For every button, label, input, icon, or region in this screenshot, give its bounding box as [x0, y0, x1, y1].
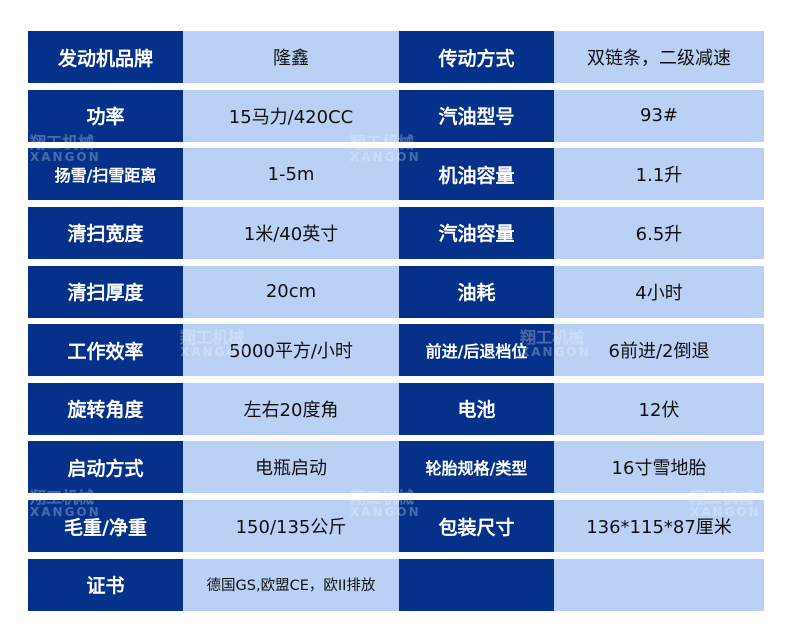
- spec-label: 发动机品牌: [28, 31, 183, 83]
- spec-value: 150/135公斤: [183, 500, 399, 553]
- spec-value: 德国GS,欧盟CE，欧II排放: [183, 558, 399, 611]
- spec-value: 5000平方/小时: [183, 324, 399, 377]
- spec-value: 1米/40英寸: [183, 206, 399, 259]
- spec-label: 清扫宽度: [28, 206, 183, 259]
- spec-value: 136*115*87厘米: [554, 500, 764, 553]
- spec-label: 毛重/净重: [28, 500, 183, 553]
- spec-value: 隆鑫: [183, 31, 399, 83]
- spec-label: 汽油容量: [399, 206, 554, 259]
- spec-value: [554, 558, 764, 611]
- spec-label: 油耗: [399, 265, 554, 318]
- spec-value: 93#: [554, 89, 764, 142]
- spec-label: 前进/后退档位: [399, 324, 554, 377]
- spec-value: 1.1升: [554, 148, 764, 201]
- spec-label: 电池: [399, 382, 554, 435]
- spec-value: 左右20度角: [183, 382, 399, 435]
- spec-label: 包装尺寸: [399, 500, 554, 553]
- spec-label: 轮胎规格/类型: [399, 441, 554, 494]
- spec-value: 双链条，二级减速: [554, 31, 764, 83]
- spec-value: 16寸雪地胎: [554, 441, 764, 494]
- spec-value: 12伏: [554, 382, 764, 435]
- spec-label: 启动方式: [28, 441, 183, 494]
- spec-value: 6前进/2倒退: [554, 324, 764, 377]
- spec-label: 功率: [28, 89, 183, 142]
- spec-value: 1-5m: [183, 148, 399, 201]
- spec-table: 发动机品牌 隆鑫 传动方式 双链条，二级减速功率 15马力/420CC 汽油型号 93# 扬雪…: [28, 31, 764, 611]
- spec-value: 6.5升: [554, 206, 764, 259]
- spec-value: 20cm: [183, 265, 399, 318]
- spec-label: 机油容量: [399, 148, 554, 201]
- spec-label: 旋转角度: [28, 382, 183, 435]
- spec-label: 扬雪/扫雪距离: [28, 148, 183, 201]
- spec-label: 证书: [28, 558, 183, 611]
- spec-label: [399, 558, 554, 611]
- spec-label: 汽油型号: [399, 89, 554, 142]
- spec-value: 电瓶启动: [183, 441, 399, 494]
- spec-label: 工作效率: [28, 324, 183, 377]
- spec-label: 传动方式: [399, 31, 554, 83]
- spec-value: 15马力/420CC: [183, 89, 399, 142]
- spec-label: 清扫厚度: [28, 265, 183, 318]
- spec-value: 4小时: [554, 265, 764, 318]
